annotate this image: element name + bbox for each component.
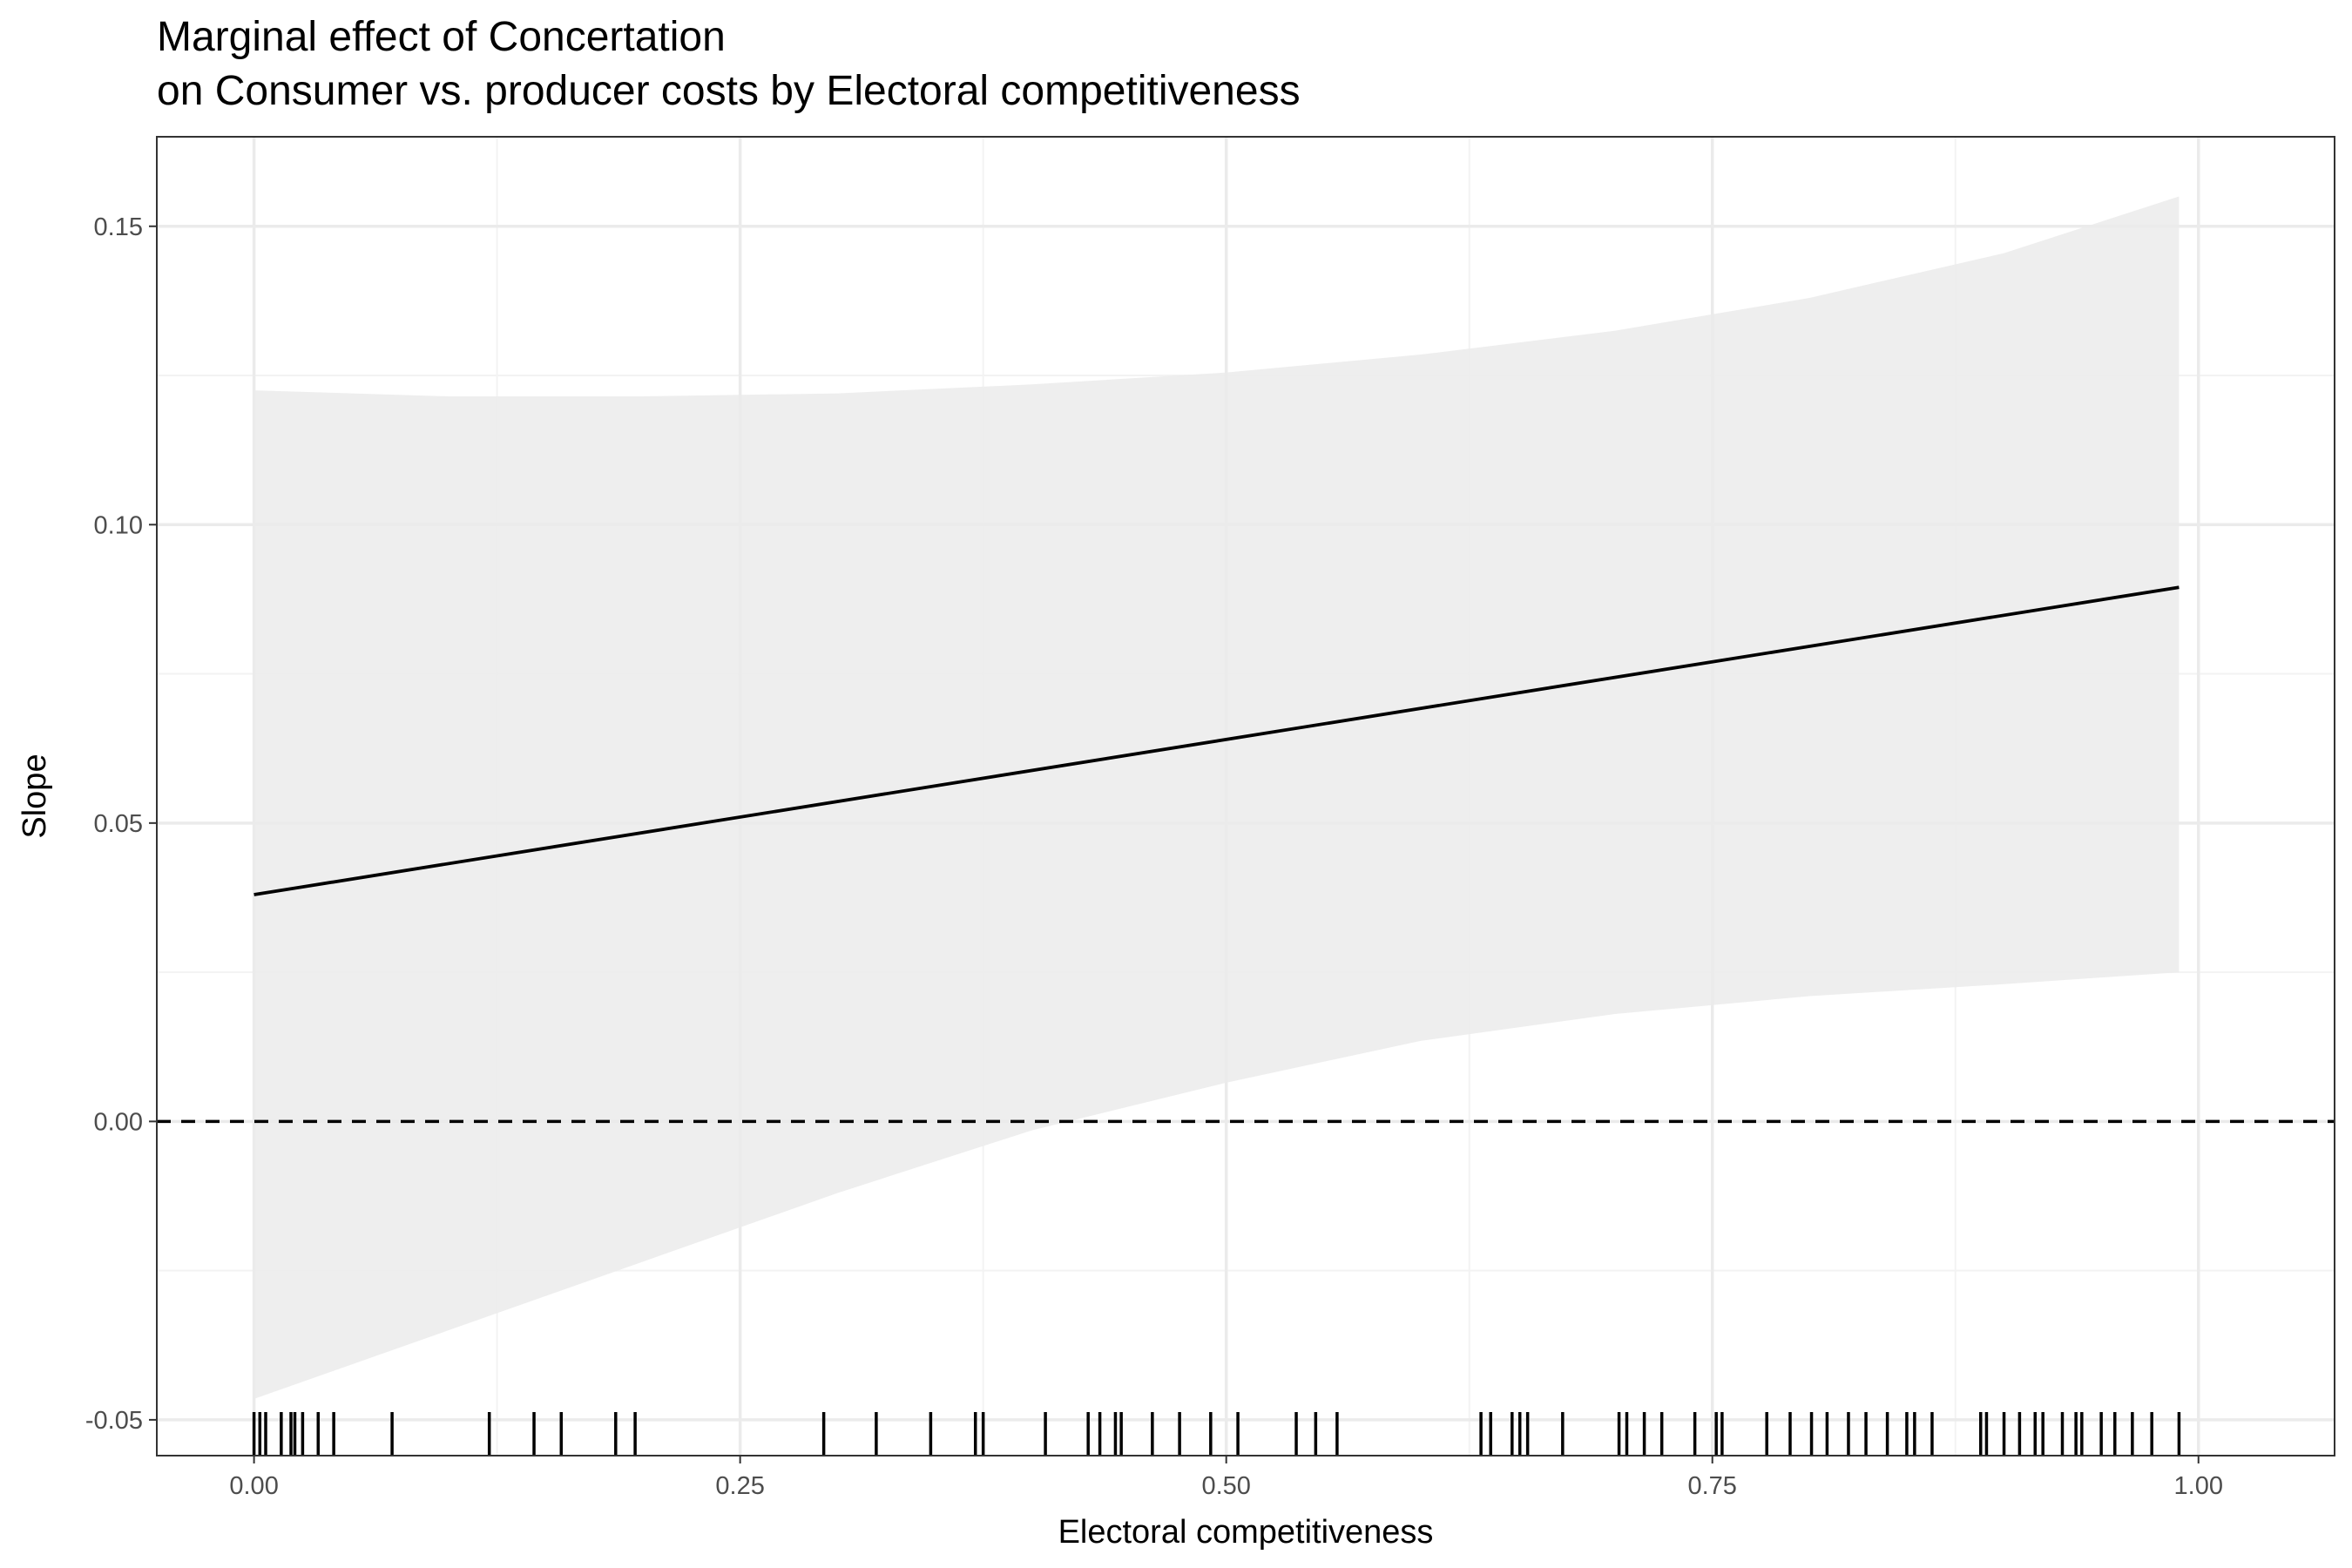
rug-ticks [252, 1412, 2181, 1456]
panel-border [156, 136, 2335, 1456]
y-tick-label: 0.15 [94, 213, 143, 241]
chart-title: Marginal effect of Concertation [157, 14, 726, 60]
x-tick-label: 0.25 [715, 1472, 764, 1500]
y-tick-label: 0.05 [94, 810, 143, 838]
x-tick-label: 0.75 [1687, 1472, 1736, 1500]
x-tick-label: 0.00 [229, 1472, 278, 1500]
marginal-effect-line [253, 585, 2180, 896]
chart-subtitle: on Consumer vs. producer costs by Electo… [157, 68, 1301, 114]
y-tick-label: 0.00 [94, 1108, 143, 1136]
x-tick-label: 1.00 [2174, 1472, 2223, 1500]
y-tick-label: 0.10 [94, 511, 143, 539]
x-axis-ticks: 0.00 0.25 0.50 0.75 1.00 [229, 1456, 2223, 1500]
y-axis-title: Slope [17, 754, 53, 838]
x-tick-label: 0.50 [1201, 1472, 1250, 1500]
x-axis-title: Electoral competitiveness [1058, 1514, 1434, 1551]
confidence-ribbon [253, 196, 2180, 1399]
y-axis-ticks: -0.05 0.00 0.05 0.10 0.15 [85, 213, 157, 1435]
y-tick-label: -0.05 [85, 1407, 143, 1435]
